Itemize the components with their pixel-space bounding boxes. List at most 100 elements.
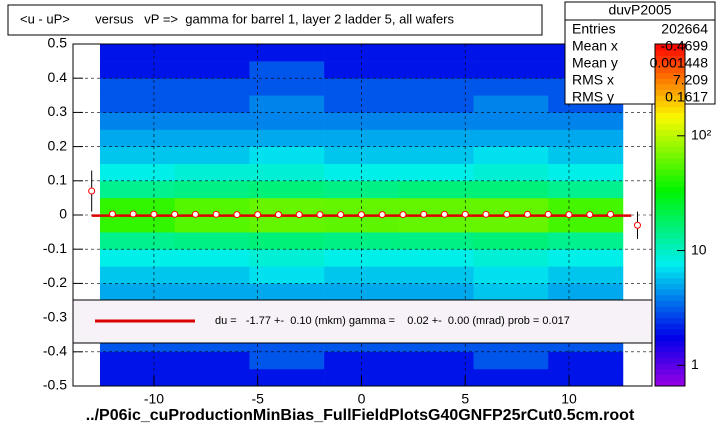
- heat-cell: [99, 112, 175, 130]
- heat-cell: [548, 368, 624, 387]
- heat-cell: [99, 283, 175, 301]
- color-bar-segment: [655, 351, 685, 358]
- heat-cell: [174, 368, 250, 387]
- heat-cell: [99, 215, 175, 233]
- color-bar-segment: [655, 289, 685, 296]
- heat-cell: [324, 249, 400, 267]
- heat-cell: [473, 78, 549, 96]
- heat-cell: [99, 95, 175, 113]
- heat-cell: [174, 215, 250, 233]
- heat-cell: [249, 266, 325, 284]
- color-bar-segment: [655, 61, 685, 68]
- color-bar-segment: [655, 329, 685, 336]
- marks-layer: [88, 170, 641, 239]
- color-bar-segment: [655, 89, 685, 96]
- color-bar-segment: [655, 209, 685, 216]
- color-bar-segment: [655, 243, 685, 250]
- profile-point: [606, 210, 614, 218]
- profile-point: [316, 211, 324, 219]
- profile-point: [482, 210, 490, 218]
- profile-point: [633, 221, 641, 229]
- heat-cell: [398, 180, 474, 199]
- stats-value: 0.1617: [665, 89, 708, 105]
- heat-cell: [249, 249, 325, 267]
- heat-cell: [473, 283, 549, 301]
- heat-cell: [398, 266, 474, 284]
- heat-cell: [249, 78, 325, 96]
- stats-title: duvP2005: [608, 2, 671, 18]
- heat-cell: [548, 197, 624, 216]
- color-bar-segment: [655, 254, 685, 262]
- color-bar-segment: [655, 95, 685, 102]
- fit-legend-text: du = -1.77 +- 0.10 (mkm) gamma = 0.02 +-…: [215, 315, 570, 327]
- color-bar-segment: [655, 78, 685, 85]
- profile-point: [399, 211, 407, 219]
- heat-cell: [99, 351, 175, 370]
- color-bar-segment: [655, 175, 685, 182]
- plot-frame: [72, 43, 653, 387]
- color-bar-segment: [655, 363, 685, 370]
- heat-cell: [324, 351, 400, 370]
- z-tick-label: 10: [691, 241, 707, 257]
- y-tick-label: -0.4: [43, 343, 67, 359]
- profile-point: [274, 211, 282, 219]
- heat-cell: [398, 146, 474, 164]
- color-bar-segment: [655, 186, 685, 193]
- heat-cell: [99, 61, 175, 79]
- stats-label: Entries: [572, 21, 616, 37]
- y-tick-label: 0.1: [48, 172, 68, 188]
- heat-cell: [473, 180, 549, 199]
- heat-cell: [473, 129, 549, 147]
- profile-point: [295, 211, 303, 219]
- color-bar-segment: [655, 334, 685, 341]
- color-bar-segment: [655, 163, 685, 170]
- heat-cell: [249, 163, 325, 182]
- color-bar-segment: [655, 260, 685, 267]
- color-bar-segment: [655, 72, 685, 79]
- y-tick-label: 0.5: [48, 35, 68, 51]
- y-tick-label: -0.3: [43, 308, 67, 324]
- profile-point: [191, 210, 199, 218]
- color-bar-segment: [655, 146, 685, 153]
- heat-cell: [99, 78, 175, 96]
- color-bar-segment: [655, 169, 685, 176]
- profile-point: [378, 211, 386, 219]
- color-bar-segment: [655, 311, 685, 319]
- heat-cell: [174, 95, 250, 113]
- color-bar-segment: [655, 129, 685, 136]
- heat-cell: [473, 232, 549, 250]
- heat-cell: [324, 112, 400, 130]
- heat-cell: [174, 61, 250, 79]
- color-bar-segment: [655, 220, 685, 227]
- heat-cell: [249, 368, 325, 387]
- x-axis-label: ../P06ic_cuProductionMinBias_FullFieldPl…: [86, 407, 635, 424]
- profile-point: [171, 210, 179, 218]
- heat-cell: [548, 249, 624, 267]
- heat-cell: [473, 249, 549, 267]
- heat-cell: [249, 232, 325, 250]
- heat-cell: [473, 112, 549, 130]
- heatmap-layer: [99, 44, 624, 387]
- profile-point: [129, 210, 137, 218]
- color-bar-segment: [655, 277, 685, 284]
- color-bar-segment: [655, 249, 685, 256]
- stats-value: 202664: [661, 21, 708, 37]
- heat-cell: [398, 368, 474, 387]
- profile-point: [461, 210, 469, 218]
- color-bar-segment: [655, 237, 685, 244]
- x-tick-label: -5: [251, 391, 264, 407]
- heat-cell: [398, 197, 474, 216]
- heat-cell: [324, 129, 400, 147]
- y-tick-label: -0.1: [43, 240, 67, 256]
- color-bar-segment: [655, 374, 685, 381]
- profile-point: [586, 211, 594, 219]
- color-bar-segment: [655, 203, 685, 210]
- heat-cell: [473, 266, 549, 284]
- heat-cell: [174, 44, 250, 62]
- stats-value: 0.001448: [650, 55, 709, 71]
- heat-cell: [249, 61, 325, 79]
- profile-point: [337, 211, 345, 219]
- heat-cell: [324, 146, 400, 164]
- color-bar-segment: [655, 112, 685, 119]
